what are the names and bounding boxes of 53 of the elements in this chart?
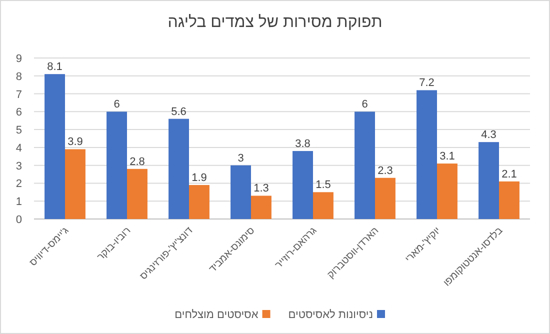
- bar: [375, 178, 396, 219]
- bar: [478, 142, 499, 219]
- legend-label: אסיסטים מוצלחים: [174, 309, 258, 321]
- y-tick-label: 4: [16, 142, 22, 154]
- data-label: 8.1: [47, 61, 62, 74]
- data-label: 3: [238, 152, 244, 164]
- bar: [127, 168, 148, 219]
- bar: [437, 164, 458, 219]
- data-label: 1.5: [316, 179, 331, 192]
- y-tick-label: 5: [16, 124, 22, 137]
- data-label: 1.3: [254, 182, 269, 195]
- y-tick-label: 2: [16, 178, 22, 190]
- y-tick-label: 8: [16, 70, 22, 83]
- data-label: 3.9: [68, 136, 83, 148]
- bar: [313, 192, 334, 219]
- data-label: 6: [114, 98, 120, 111]
- data-label: 2.1: [502, 168, 517, 180]
- y-tick-label: 6: [16, 106, 22, 119]
- bar: [65, 149, 86, 219]
- x-tick-label: יוקיץ'-מארי: [403, 225, 444, 265]
- bar: [44, 74, 65, 219]
- data-label: 3.8: [295, 138, 310, 150]
- data-label: 1.9: [192, 172, 207, 184]
- y-tick-label: 0: [16, 214, 22, 226]
- y-tick-label: 3: [16, 160, 22, 172]
- data-label: 4.3: [481, 129, 496, 142]
- bar: [354, 112, 375, 219]
- y-tick-label: 7: [16, 88, 22, 101]
- data-label: 6: [362, 98, 368, 111]
- bar: [168, 118, 189, 219]
- y-tick-label: 1: [16, 196, 22, 208]
- x-tick-label: סימונס-אמביד: [207, 225, 258, 276]
- data-label: 5.6: [171, 106, 186, 118]
- bar: [189, 185, 210, 219]
- legend-label: ניסיונות לאסיסטים: [288, 309, 373, 321]
- bar: [416, 90, 437, 219]
- x-tick-label: בלדסו-אנטטוקומפו: [440, 224, 506, 289]
- x-tick-label: הארדן-ווסטברוק: [326, 225, 382, 281]
- bar: [230, 165, 251, 219]
- data-label: 2.8: [130, 156, 145, 168]
- chart-title: תפוקת מסירות של צמדים בליגה: [168, 13, 382, 31]
- x-tick-label: דונצ'יץ'-פורזינגיס: [138, 225, 196, 282]
- bar: [106, 112, 127, 219]
- data-label: 3.1: [440, 150, 455, 163]
- bar: [292, 151, 313, 219]
- x-tick-label: גרהאם-רוזייר: [273, 225, 320, 272]
- x-tick-label: ג'יימס-דיוויס: [28, 225, 72, 269]
- bar: [251, 196, 272, 219]
- y-tick-label: 9: [16, 53, 22, 65]
- data-label: 2.3: [378, 164, 393, 177]
- data-label: 7.2: [419, 77, 434, 90]
- bar: [499, 181, 520, 219]
- x-tick-label: רוביו-בוקר: [95, 225, 134, 264]
